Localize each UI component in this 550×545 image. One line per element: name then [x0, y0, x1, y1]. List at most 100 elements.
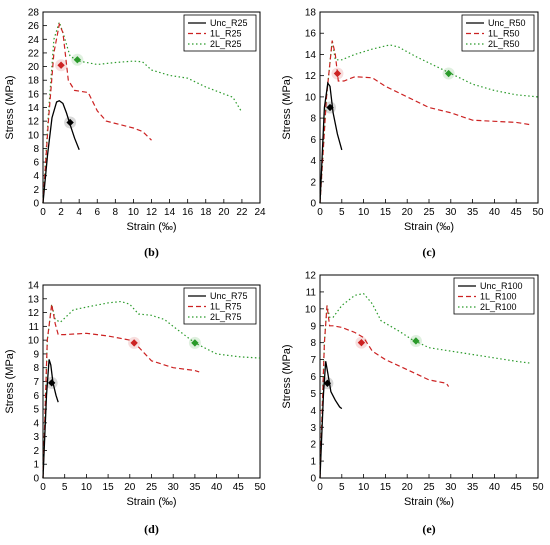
x-tick-label: 10: [358, 207, 370, 218]
x-tick-label: 35: [467, 207, 479, 218]
x-tick-label: 5: [62, 482, 68, 493]
y-tick-label: 0: [310, 474, 316, 485]
x-tick-label: 0: [40, 482, 46, 493]
y-tick-label: 0: [33, 199, 39, 210]
series-line-1L_R75: [42, 304, 200, 479]
x-tick-label: 22: [236, 207, 248, 218]
y-tick-label: 10: [28, 336, 40, 347]
x-tick-label: 16: [182, 207, 194, 218]
y-tick-label: 2: [33, 185, 39, 196]
y-tick-label: 20: [28, 62, 40, 73]
marker-1L_R25: [57, 61, 65, 69]
legend-label: 1L_R25: [210, 29, 242, 39]
panel-label: (c): [422, 245, 435, 259]
x-tick-label: 25: [423, 207, 435, 218]
panel-label: (d): [144, 522, 159, 536]
y-tick-label: 14: [28, 281, 40, 292]
y-tick-label: 6: [33, 391, 39, 402]
series-line-1L_R25: [42, 22, 152, 204]
series-line-2L_R25: [42, 20, 243, 204]
x-axis-title: Strain (‰): [404, 496, 454, 508]
x-tick-label: 35: [189, 482, 201, 493]
x-tick-label: 2: [58, 207, 64, 218]
x-tick-label: 30: [445, 207, 457, 218]
x-tick-label: 5: [339, 482, 345, 493]
x-tick-label: 40: [211, 482, 223, 493]
x-tick-label: 5: [339, 207, 345, 218]
x-tick-label: 20: [124, 482, 136, 493]
y-tick-label: 1: [310, 457, 316, 468]
x-tick-label: 45: [511, 482, 523, 493]
x-tick-label: 0: [317, 207, 323, 218]
legend-label: Unc_R75: [210, 291, 248, 301]
x-axis-title: Strain (‰): [126, 496, 176, 508]
x-tick-label: 20: [218, 207, 230, 218]
marker-2L_R25: [73, 56, 82, 64]
x-tick-label: 15: [103, 482, 115, 493]
legend-label: 2L_R25: [210, 39, 242, 49]
marker-Unc_R25: [66, 118, 74, 127]
legend-label: 1L_R50: [488, 29, 520, 39]
y-tick-label: 8: [310, 338, 316, 349]
marker-Unc_R100: [323, 379, 332, 387]
legend-label: 2L_R75: [210, 312, 242, 322]
y-tick-label: 14: [305, 50, 317, 61]
y-tick-label: 10: [305, 92, 317, 103]
y-tick-label: 18: [305, 8, 317, 19]
marker-2L_R50: [444, 69, 453, 78]
x-tick-label: 40: [489, 207, 501, 218]
y-tick-label: 7: [310, 355, 316, 366]
y-tick-label: 2: [310, 177, 316, 188]
y-tick-label: 16: [28, 89, 40, 100]
y-tick-label: 11: [306, 287, 317, 298]
x-tick-label: 20: [402, 482, 414, 493]
y-tick-label: 13: [28, 294, 40, 305]
y-tick-label: 28: [28, 8, 40, 19]
y-tick-label: 24: [28, 35, 40, 46]
legend-label: 1L_R100: [480, 292, 517, 302]
x-tick-label: 40: [489, 482, 501, 493]
series-line-1L_R100: [319, 305, 450, 479]
y-tick-label: 9: [33, 349, 39, 360]
panel-label: (e): [422, 522, 435, 536]
series-line-2L_R100: [319, 292, 530, 479]
y-axis-title: Stress (MPa): [4, 75, 16, 139]
legend-label: 2L_R50: [488, 39, 520, 49]
y-axis-title: Stress (MPa): [281, 75, 293, 139]
legend-label: Unc_R25: [210, 18, 248, 28]
y-tick-label: 26: [28, 21, 40, 32]
x-tick-label: 6: [94, 207, 100, 218]
y-tick-label: 4: [310, 156, 316, 167]
y-tick-label: 8: [33, 363, 39, 374]
y-tick-label: 10: [305, 304, 317, 315]
legend-label: Unc_R50: [488, 18, 526, 28]
y-tick-label: 2: [310, 440, 316, 451]
x-tick-label: 30: [168, 482, 180, 493]
y-tick-label: 5: [33, 405, 39, 416]
series-line-Unc_R25: [42, 99, 80, 204]
x-tick-label: 25: [423, 482, 435, 493]
x-tick-label: 50: [532, 482, 544, 493]
marker-1L_R100: [357, 338, 366, 347]
y-tick-label: 11: [29, 322, 40, 333]
legend-label: 1L_R75: [210, 302, 242, 312]
series-line-1L_R50: [319, 40, 530, 204]
y-tick-label: 5: [310, 389, 316, 400]
y-axis-title: Stress (MPa): [281, 344, 293, 408]
y-tick-label: 8: [33, 144, 39, 155]
y-tick-label: 3: [33, 432, 39, 443]
y-tick-label: 14: [28, 103, 40, 114]
y-tick-label: 6: [33, 158, 39, 169]
y-tick-label: 1: [33, 460, 39, 471]
y-tick-label: 2: [33, 446, 39, 457]
x-tick-label: 24: [254, 207, 266, 218]
series-line-Unc_R75: [42, 359, 59, 479]
x-tick-label: 12: [146, 207, 158, 218]
y-tick-label: 16: [305, 29, 317, 40]
panel-label: (b): [144, 245, 159, 259]
y-tick-label: 0: [33, 474, 39, 485]
y-tick-label: 7: [33, 377, 39, 388]
y-tick-label: 12: [305, 71, 317, 82]
marker-1L_R50: [333, 69, 342, 78]
